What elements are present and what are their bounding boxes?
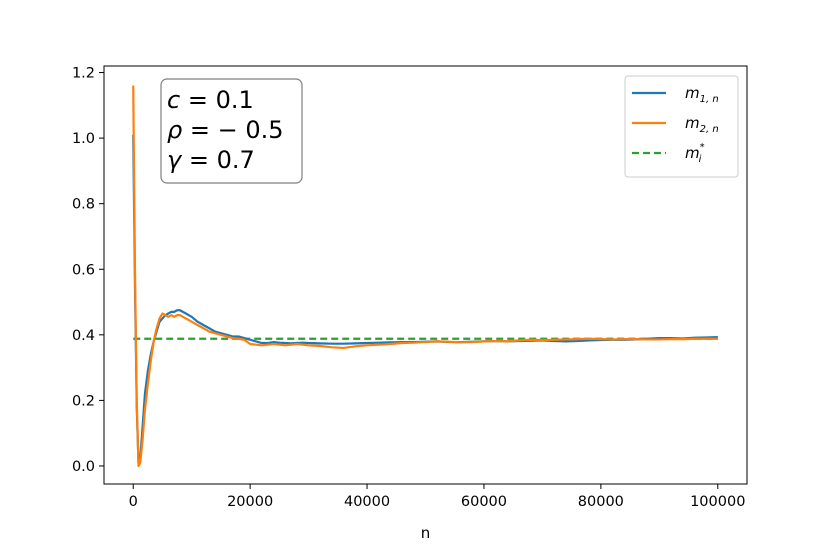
annotation-line: c = 0.1 bbox=[167, 86, 254, 114]
x-tick-label: 80000 bbox=[578, 494, 624, 510]
y-tick-label: 1.0 bbox=[72, 131, 95, 147]
y-tick-label: 0.4 bbox=[72, 328, 95, 344]
legend-label-1: m1, n bbox=[685, 84, 719, 105]
y-tick-label: 1.2 bbox=[72, 66, 95, 82]
annotation-box bbox=[160, 78, 303, 184]
legend: m1, n m2, n m* i bbox=[624, 75, 739, 178]
x-axis-label: n bbox=[421, 524, 431, 542]
legend-box bbox=[624, 75, 739, 178]
parameter-annotation: c = 0.1ρ = − 0.5γ = 0.7 bbox=[160, 78, 303, 184]
x-tick-label: 60000 bbox=[461, 494, 507, 510]
legend-label-3: m* i bbox=[685, 142, 705, 165]
series-line-2 bbox=[132, 85, 718, 468]
annotation-line: ρ = − 0.5 bbox=[167, 116, 284, 144]
x-axis: 0 20000 40000 60000 80000 100000 bbox=[129, 484, 745, 510]
y-tick-label: 0.0 bbox=[72, 459, 95, 475]
annotation-line: γ = 0.7 bbox=[167, 146, 255, 174]
legend-label-2: m2, n bbox=[685, 114, 719, 135]
series-layer bbox=[132, 85, 718, 468]
y-tick-label: 0.6 bbox=[72, 262, 95, 278]
x-tick-label: 40000 bbox=[344, 494, 390, 510]
y-tick-label: 0.8 bbox=[72, 197, 95, 213]
x-tick-label: 0 bbox=[129, 494, 138, 510]
x-tick-label: 20000 bbox=[227, 494, 273, 510]
x-tick-label: 100000 bbox=[690, 494, 745, 510]
plot-frame bbox=[103, 65, 748, 485]
y-tick-label: 0.2 bbox=[72, 393, 95, 409]
y-axis: 0.0 0.2 0.4 0.6 0.8 1.0 1.2 bbox=[72, 66, 104, 475]
